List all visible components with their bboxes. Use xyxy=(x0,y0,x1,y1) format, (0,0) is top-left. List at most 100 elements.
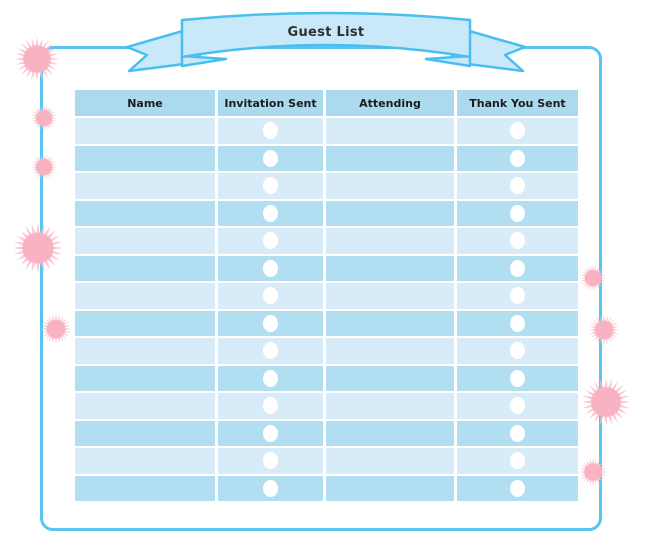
thank-you-sent-checkbox[interactable] xyxy=(510,204,525,222)
name-cell[interactable] xyxy=(75,310,215,336)
name-cell[interactable] xyxy=(75,475,215,501)
name-cell[interactable] xyxy=(75,365,215,391)
invitation-sent-checkbox[interactable] xyxy=(263,342,278,360)
guest-row xyxy=(75,365,578,391)
attending-cell[interactable] xyxy=(326,118,454,144)
thank-you-sent-cell xyxy=(457,228,578,254)
name-cell[interactable] xyxy=(75,118,215,144)
invitation-sent-cell xyxy=(218,338,323,364)
name-cell[interactable] xyxy=(75,145,215,171)
thank-you-sent-checkbox[interactable] xyxy=(510,479,525,497)
attending-cell[interactable] xyxy=(326,200,454,226)
name-cell[interactable] xyxy=(75,448,215,474)
thank-you-sent-cell xyxy=(457,365,578,391)
name-cell[interactable] xyxy=(75,283,215,309)
invitation-sent-cell xyxy=(218,255,323,281)
thank-you-sent-checkbox[interactable] xyxy=(510,314,525,332)
invitation-sent-cell xyxy=(218,173,323,199)
thank-you-sent-cell xyxy=(457,255,578,281)
attending-cell[interactable] xyxy=(326,145,454,171)
thank-you-sent-cell xyxy=(457,173,578,199)
guest-row xyxy=(75,338,578,364)
attending-cell[interactable] xyxy=(326,338,454,364)
flower-decoration-icon xyxy=(589,315,619,345)
invitation-sent-checkbox[interactable] xyxy=(263,122,278,140)
column-header-attending: Attending xyxy=(326,90,454,116)
attending-cell[interactable] xyxy=(326,475,454,501)
guest-row xyxy=(75,475,578,501)
attending-cell[interactable] xyxy=(326,228,454,254)
invitation-sent-checkbox[interactable] xyxy=(263,314,278,332)
name-cell[interactable] xyxy=(75,255,215,281)
invitation-sent-cell xyxy=(218,228,323,254)
ribbon-banner-shape xyxy=(125,11,527,73)
flower-decoration-icon xyxy=(13,223,63,273)
attending-cell[interactable] xyxy=(326,393,454,419)
attending-cell[interactable] xyxy=(326,365,454,391)
name-cell[interactable] xyxy=(75,420,215,446)
thank-you-sent-cell xyxy=(457,283,578,309)
thank-you-sent-checkbox[interactable] xyxy=(510,287,525,305)
attending-cell[interactable] xyxy=(326,310,454,336)
thank-you-sent-checkbox[interactable] xyxy=(510,397,525,415)
flower-decoration-icon xyxy=(580,265,606,291)
name-cell[interactable] xyxy=(75,338,215,364)
border-frame xyxy=(40,46,602,531)
thank-you-sent-cell xyxy=(457,310,578,336)
attending-cell[interactable] xyxy=(326,420,454,446)
invitation-sent-checkbox[interactable] xyxy=(263,479,278,497)
invitation-sent-cell xyxy=(218,118,323,144)
column-header-invitation-sent: Invitation Sent xyxy=(218,90,323,116)
invitation-sent-cell xyxy=(218,448,323,474)
guest-row xyxy=(75,393,578,419)
thank-you-sent-checkbox[interactable] xyxy=(510,369,525,387)
invitation-sent-checkbox[interactable] xyxy=(263,452,278,470)
invitation-sent-checkbox[interactable] xyxy=(263,424,278,442)
thank-you-sent-checkbox[interactable] xyxy=(510,424,525,442)
name-cell[interactable] xyxy=(75,200,215,226)
invitation-sent-checkbox[interactable] xyxy=(263,232,278,250)
thank-you-sent-checkbox[interactable] xyxy=(510,122,525,140)
invitation-sent-checkbox[interactable] xyxy=(263,177,278,195)
guest-row xyxy=(75,283,578,309)
attending-cell[interactable] xyxy=(326,448,454,474)
guest-row xyxy=(75,310,578,336)
invitation-sent-cell xyxy=(218,393,323,419)
thank-you-sent-checkbox[interactable] xyxy=(510,232,525,250)
name-cell[interactable] xyxy=(75,228,215,254)
invitation-sent-checkbox[interactable] xyxy=(263,259,278,277)
invitation-sent-checkbox[interactable] xyxy=(263,149,278,167)
thank-you-sent-cell xyxy=(457,200,578,226)
thank-you-sent-cell xyxy=(457,475,578,501)
invitation-sent-cell xyxy=(218,365,323,391)
name-cell[interactable] xyxy=(75,173,215,199)
invitation-sent-cell xyxy=(218,283,323,309)
thank-you-sent-checkbox[interactable] xyxy=(510,342,525,360)
invitation-sent-checkbox[interactable] xyxy=(263,204,278,222)
invitation-sent-checkbox[interactable] xyxy=(263,287,278,305)
invitation-sent-checkbox[interactable] xyxy=(263,397,278,415)
attending-cell[interactable] xyxy=(326,283,454,309)
thank-you-sent-cell xyxy=(457,448,578,474)
thank-you-sent-checkbox[interactable] xyxy=(510,259,525,277)
flower-decoration-icon xyxy=(15,37,59,81)
flower-decoration-icon xyxy=(31,154,57,180)
attending-cell[interactable] xyxy=(326,255,454,281)
guest-row xyxy=(75,173,578,199)
invitation-sent-checkbox[interactable] xyxy=(263,369,278,387)
invitation-sent-cell xyxy=(218,420,323,446)
guest-row xyxy=(75,118,578,144)
invitation-sent-cell xyxy=(218,310,323,336)
thank-you-sent-checkbox[interactable] xyxy=(510,177,525,195)
flower-decoration-icon xyxy=(582,378,630,426)
name-cell[interactable] xyxy=(75,393,215,419)
page-title: Guest List xyxy=(287,25,365,40)
attending-cell[interactable] xyxy=(326,173,454,199)
guest-table: Name Invitation Sent Attending Thank You Se… xyxy=(75,90,578,501)
thank-you-sent-cell xyxy=(457,393,578,419)
guest-row xyxy=(75,228,578,254)
thank-you-sent-checkbox[interactable] xyxy=(510,149,525,167)
thank-you-sent-checkbox[interactable] xyxy=(510,452,525,470)
guest-row xyxy=(75,255,578,281)
